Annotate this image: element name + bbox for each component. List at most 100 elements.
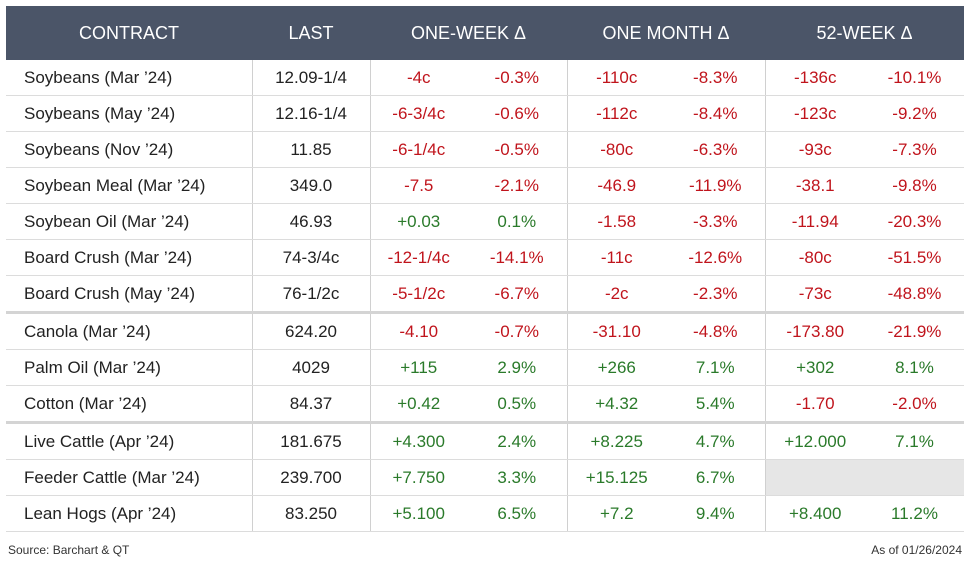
cell: -7.5	[369, 167, 467, 204]
cell: +4.32	[566, 385, 666, 423]
header-cell: ONE-WEEK Δ	[410, 22, 527, 43]
row: Soybean Oil (Mar ’24) 46.93 +0.03 0.1% -1.58…	[6, 203, 965, 240]
cell: -10.1%	[865, 60, 965, 96]
cell: -93c	[764, 131, 865, 168]
row: Soybeans (Nov ’24) 11.85 -6-1/4c -0.5% -80c -…	[6, 131, 965, 168]
contract: Soybeans (Mar ’24)	[6, 60, 252, 96]
cell: 83.250	[251, 495, 370, 532]
row: Canola (Mar ’24) 624.20 -4.10 -0.7% -31.10 -4…	[6, 311, 965, 350]
row: Soybeans (Mar ’24) 12.09-1/4 -4c -0.3% -110c…	[6, 60, 965, 96]
cell: -12.6%	[666, 239, 765, 276]
cell: -51.5%	[865, 239, 965, 276]
contract: Board Crush (Mar ’24)	[6, 239, 252, 276]
cell: 12.09-1/4	[251, 60, 370, 96]
cell: -136c	[764, 60, 865, 96]
cell: 7.1%	[666, 349, 765, 386]
cell: -4.8%	[666, 311, 765, 350]
cell: 11.2%	[865, 495, 965, 532]
cell: -6-3/4c	[369, 95, 467, 132]
cell: -0.5%	[467, 131, 567, 168]
cell: -46.9	[566, 167, 666, 204]
price-table: CONTRACT LAST ONE-WEEK Δ ONE MONTH Δ 52-WEEK…	[6, 6, 965, 532]
cell: +5.100	[369, 495, 467, 532]
cell: -2.3%	[666, 275, 765, 313]
cell: -6.3%	[666, 131, 765, 168]
cell: 239.700	[251, 459, 370, 496]
cell: 76-1/2c	[251, 275, 370, 313]
cell: -9.2%	[865, 95, 965, 132]
source: Source: Barchart & QT	[8, 543, 130, 557]
row: Lean Hogs (Apr ’24) 83.250 +5.100 6.5% +7.2 9…	[6, 495, 965, 532]
contract: Soybean Oil (Mar ’24)	[6, 203, 252, 240]
cell: -11c	[566, 239, 666, 276]
contract: Soybeans (May ’24)	[6, 95, 252, 132]
cell: -73c	[764, 275, 865, 313]
cell: 181.675	[251, 421, 370, 460]
cell: -3.3%	[666, 203, 765, 240]
cell: 46.93	[251, 203, 370, 240]
cell: -110c	[566, 60, 666, 96]
cell: 11.85	[251, 131, 370, 168]
cell: 6.5%	[467, 495, 567, 532]
cell: +115	[369, 349, 467, 386]
cell: -2c	[566, 275, 666, 313]
cell: -1.70	[764, 385, 865, 423]
row: Soybean Meal (Mar ’24) 349.0 -7.5 -2.1% -46.…	[6, 167, 965, 204]
cell: -11.94	[764, 203, 865, 240]
cell: -80c	[566, 131, 666, 168]
cell: 2.9%	[467, 349, 567, 386]
cell: +0.42	[369, 385, 467, 423]
header-cell: ONE MONTH Δ	[602, 22, 730, 43]
cell: 5.4%	[666, 385, 765, 423]
cell: +7.750	[369, 459, 467, 496]
cell: 12.16-1/4	[251, 95, 370, 132]
cell: -31.10	[566, 311, 666, 350]
cell: -5-1/2c	[369, 275, 467, 313]
cell: 4029	[251, 349, 370, 386]
cell: -9.8%	[865, 167, 965, 204]
cell: -8.4%	[666, 95, 765, 132]
cell: +7.2	[566, 495, 666, 532]
row: Palm Oil (Mar ’24) 4029 +115 2.9% +266 7.1% +3…	[6, 349, 965, 386]
cell: -8.3%	[666, 60, 765, 96]
cell: -48.8%	[865, 275, 965, 313]
contract: Cotton (Mar ’24)	[6, 385, 252, 423]
cell: -173.80	[764, 311, 865, 350]
cell: +12.000	[764, 421, 865, 460]
cell: 3.3%	[467, 459, 567, 496]
cell: -21.9%	[865, 311, 965, 350]
cell: 624.20	[251, 311, 370, 350]
header-cell: CONTRACT	[79, 22, 179, 43]
cell: -6.7%	[467, 275, 567, 313]
contract: Board Crush (May ’24)	[6, 275, 252, 313]
empty-cell	[865, 459, 965, 496]
cell: -0.6%	[467, 95, 567, 132]
cell: -7.3%	[865, 131, 965, 168]
cell: -4.10	[369, 311, 467, 350]
row: Feeder Cattle (Mar ’24) 239.700 +7.750 3.3%…	[6, 459, 965, 496]
cell: +8.225	[566, 421, 666, 460]
contract: Soybean Meal (Mar ’24)	[6, 167, 252, 204]
cell: 7.1%	[865, 421, 965, 460]
cell: 84.37	[251, 385, 370, 423]
contract: Feeder Cattle (Mar ’24)	[6, 459, 252, 496]
contract: Canola (Mar ’24)	[6, 311, 252, 350]
cell: 349.0	[251, 167, 370, 204]
cell: +8.400	[764, 495, 865, 532]
header-cell: LAST	[288, 22, 334, 43]
cell: +266	[566, 349, 666, 386]
cell: +4.300	[369, 421, 467, 460]
cell: 0.5%	[467, 385, 567, 423]
row: Board Crush (Mar ’24) 74-3/4c -12-1/4c -14.…	[6, 239, 965, 276]
contract: Lean Hogs (Apr ’24)	[6, 495, 252, 532]
cell: -2.1%	[467, 167, 567, 204]
table-body: Soybeans (Mar ’24) 12.09-1/4 -4c -0.3% -110c…	[6, 60, 965, 532]
cell: -123c	[764, 95, 865, 132]
cell: +302	[764, 349, 865, 386]
cell: -4c	[369, 60, 467, 96]
empty-cell	[764, 459, 865, 496]
cell: -20.3%	[865, 203, 965, 240]
cell: -38.1	[764, 167, 865, 204]
cell: -0.3%	[467, 60, 567, 96]
cell: -6-1/4c	[369, 131, 467, 168]
